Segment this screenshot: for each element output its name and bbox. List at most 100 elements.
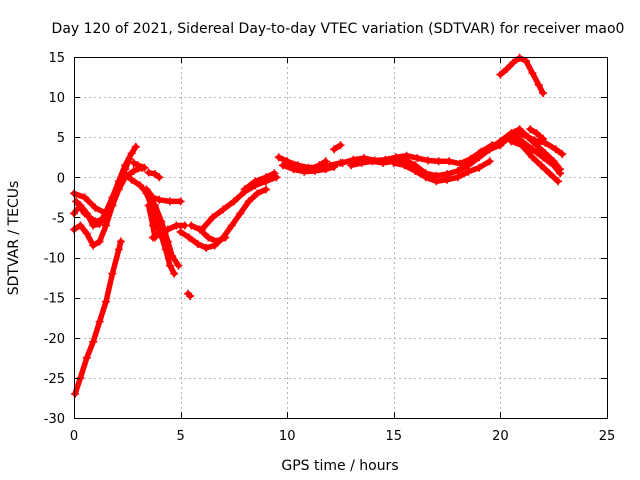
y-tick-label: 10 bbox=[48, 91, 65, 106]
y-tick-label: 0 bbox=[57, 171, 65, 186]
data-point-marker bbox=[212, 237, 221, 246]
data-point-marker bbox=[144, 168, 153, 177]
y-tick-label: -30 bbox=[44, 412, 65, 427]
data-point-marker bbox=[330, 145, 339, 154]
data-point-marker bbox=[174, 261, 183, 270]
data-point-marker bbox=[165, 261, 174, 270]
data-point-marker bbox=[283, 157, 292, 166]
plot-frame bbox=[74, 57, 608, 419]
data-point-marker bbox=[71, 389, 80, 398]
data-point-marker bbox=[475, 163, 484, 172]
data-point-marker bbox=[163, 225, 172, 234]
data-point-marker bbox=[136, 181, 145, 190]
data-point-marker bbox=[244, 197, 253, 206]
data-point-marker bbox=[336, 141, 345, 150]
data-point-marker bbox=[432, 177, 441, 186]
data-point-marker bbox=[102, 209, 110, 218]
data-point-marker bbox=[197, 225, 206, 234]
data-point-marker bbox=[509, 58, 518, 67]
series-track-26 bbox=[507, 133, 565, 178]
data-point-marker bbox=[108, 201, 117, 210]
x-tick-label: 15 bbox=[386, 429, 403, 444]
data-point-marker bbox=[155, 229, 164, 238]
y-axis-label: SDTVAR / TECUs bbox=[6, 181, 22, 296]
data-point-marker bbox=[556, 169, 565, 178]
data-point-marker bbox=[227, 221, 236, 230]
data-point-marker bbox=[379, 158, 388, 167]
series-track-28 bbox=[526, 125, 547, 143]
series-band bbox=[476, 126, 563, 173]
data-point-marker bbox=[148, 221, 157, 230]
data-point-marker bbox=[119, 169, 127, 178]
data-point-marker bbox=[496, 70, 505, 79]
data-point-marker bbox=[82, 353, 91, 362]
data-point-marker bbox=[80, 193, 89, 202]
data-point-marker bbox=[304, 165, 313, 174]
data-point-marker bbox=[522, 57, 530, 65]
data-point-marker bbox=[539, 153, 547, 162]
x-tick-label: 25 bbox=[599, 429, 616, 444]
data-point-marker bbox=[89, 241, 98, 250]
data-point-marker bbox=[176, 227, 185, 236]
data-point-marker bbox=[240, 185, 249, 194]
data-point-marker bbox=[219, 205, 228, 214]
series-band bbox=[391, 158, 493, 185]
data-point-marker bbox=[528, 153, 537, 162]
series-band bbox=[72, 238, 124, 397]
data-point-marker bbox=[558, 150, 567, 159]
data-point-marker bbox=[187, 221, 196, 230]
data-point-marker bbox=[413, 154, 422, 163]
axis-ticks: 0 5 10 15 20 25 -30 -25 -20 -15 -10 -5 0 5 10 15 bbox=[44, 51, 616, 444]
data-point-marker bbox=[91, 217, 100, 226]
data-point-marker bbox=[114, 245, 123, 254]
data-point-marker bbox=[507, 137, 516, 146]
data-point-marker bbox=[534, 81, 543, 90]
y-tick-label: 5 bbox=[57, 131, 65, 146]
data-point-marker bbox=[99, 215, 108, 223]
data-point-marker bbox=[526, 125, 535, 134]
data-point-marker bbox=[127, 175, 136, 184]
data-point-marker bbox=[140, 163, 149, 172]
data-point-marker bbox=[455, 159, 464, 168]
series-track-15 bbox=[187, 221, 230, 246]
series-track-20 bbox=[304, 157, 330, 174]
data-point-marker bbox=[155, 173, 164, 182]
data-series bbox=[70, 53, 567, 398]
data-point-marker bbox=[515, 125, 524, 134]
series-track-21 bbox=[330, 141, 345, 154]
data-point-marker bbox=[502, 65, 511, 73]
data-point-marker bbox=[554, 177, 562, 186]
data-point-marker bbox=[251, 177, 260, 186]
data-point-marker bbox=[464, 167, 473, 176]
data-point-marker bbox=[76, 373, 85, 382]
series-track-1 bbox=[71, 237, 125, 398]
data-point-marker bbox=[221, 233, 230, 242]
data-point-marker bbox=[193, 239, 202, 248]
data-point-marker bbox=[274, 153, 283, 162]
series-track-24 bbox=[389, 157, 494, 186]
data-point-marker bbox=[321, 157, 330, 166]
y-tick-label: 15 bbox=[48, 51, 65, 66]
data-point-marker bbox=[423, 156, 432, 165]
data-point-marker bbox=[76, 221, 85, 230]
data-point-marker bbox=[545, 169, 554, 178]
series-track-12 bbox=[148, 221, 189, 242]
chart-title: Day 120 of 2021, Sidereal Day-to-day VTE… bbox=[52, 21, 625, 37]
data-point-marker bbox=[434, 157, 443, 166]
data-point-marker bbox=[170, 269, 179, 278]
data-point-marker bbox=[421, 173, 430, 182]
data-point-marker bbox=[127, 149, 136, 158]
data-point-marker bbox=[172, 221, 181, 230]
data-point-marker bbox=[270, 169, 279, 178]
data-point-marker bbox=[148, 233, 157, 242]
data-point-marker bbox=[253, 189, 262, 198]
data-point-marker bbox=[102, 297, 110, 306]
data-point-marker bbox=[532, 129, 541, 138]
y-tick-label: -15 bbox=[44, 292, 65, 307]
data-point-marker bbox=[82, 229, 91, 238]
data-point-marker bbox=[368, 157, 377, 166]
data-point-marker bbox=[165, 197, 174, 206]
data-point-marker bbox=[129, 158, 138, 167]
data-point-marker bbox=[89, 337, 98, 346]
data-point-marker bbox=[155, 195, 164, 204]
